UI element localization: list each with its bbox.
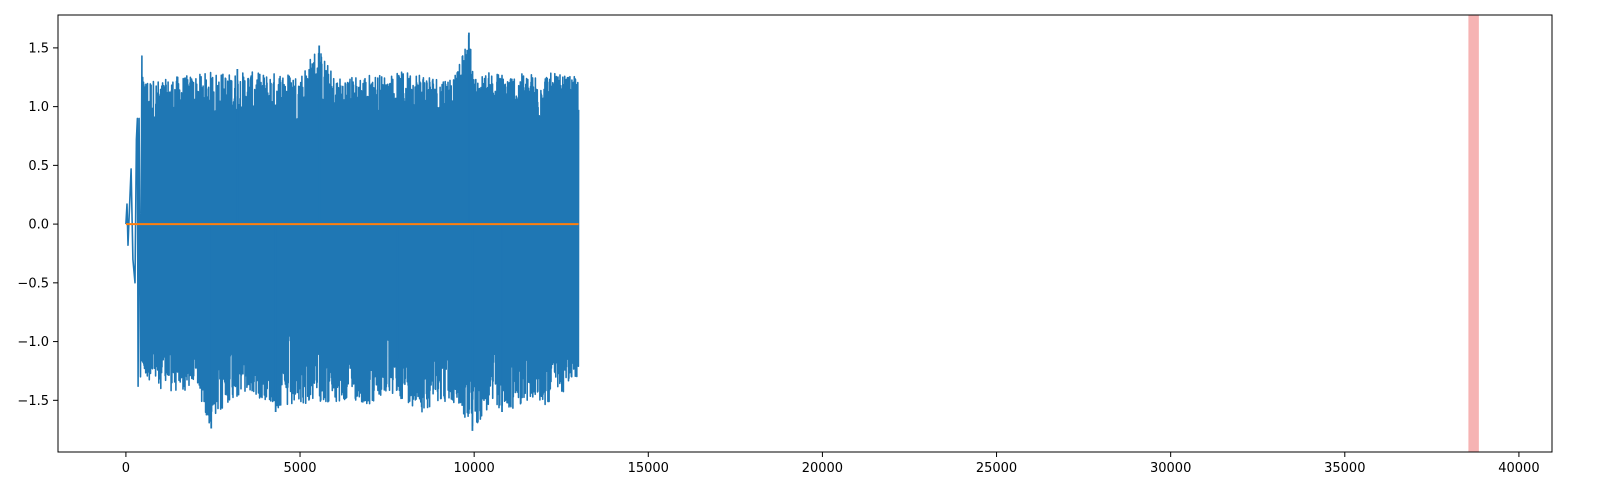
x-tick-label: 10000	[453, 461, 494, 476]
y-tick-label: 1.0	[28, 100, 49, 115]
x-tick-label: 20000	[802, 461, 843, 476]
x-tick-label: 25000	[976, 461, 1017, 476]
x-tick-label: 5000	[283, 461, 316, 476]
y-tick-label: 0.5	[28, 159, 49, 174]
highlight-span	[1468, 15, 1479, 452]
y-tick-label: −1.5	[17, 394, 49, 409]
series-signal-line	[125, 34, 580, 427]
x-tick-label: 15000	[628, 461, 669, 476]
x-tick-label: 30000	[1150, 461, 1191, 476]
x-tick-label: 0	[122, 461, 130, 476]
y-tick-label: −1.0	[17, 335, 49, 350]
y-tick-label: 0.0	[28, 218, 49, 233]
y-tick-label: 1.5	[28, 41, 49, 56]
x-tick-label: 40000	[1498, 461, 1539, 476]
x-tick-label: 35000	[1324, 461, 1365, 476]
y-tick-label: −0.5	[17, 276, 49, 291]
plot-frame	[57, 14, 1553, 453]
